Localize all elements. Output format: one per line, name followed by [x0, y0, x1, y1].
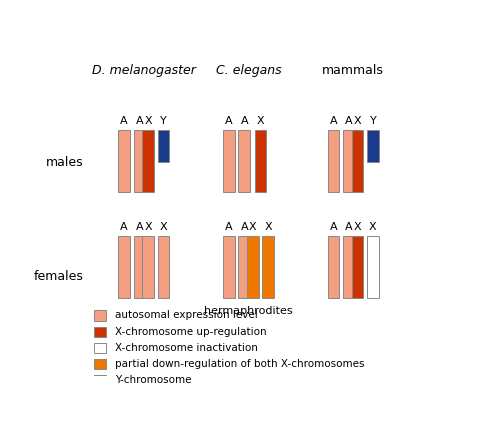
Bar: [343, 236, 354, 298]
Text: A: A: [330, 222, 337, 232]
Text: Y-chromosome: Y-chromosome: [115, 376, 192, 385]
Text: A: A: [120, 222, 128, 232]
Bar: [247, 236, 258, 298]
Text: partial down-regulation of both X-chromosomes: partial down-regulation of both X-chromo…: [115, 359, 364, 369]
Bar: [238, 130, 250, 192]
Bar: [254, 130, 266, 192]
Text: autosomal expression level: autosomal expression level: [115, 311, 258, 320]
Text: X: X: [256, 116, 264, 126]
Text: C. elegans: C. elegans: [216, 64, 282, 77]
Bar: [134, 236, 145, 298]
Text: A: A: [345, 116, 352, 126]
Text: A: A: [240, 116, 248, 126]
Bar: [262, 236, 274, 298]
Text: X-chromosome up-regulation: X-chromosome up-regulation: [115, 327, 266, 337]
Bar: [367, 130, 378, 162]
Text: X: X: [160, 222, 168, 232]
Bar: [158, 130, 170, 162]
Text: Y: Y: [160, 116, 167, 126]
Text: A: A: [345, 222, 352, 232]
Text: A: A: [240, 222, 248, 232]
Text: Y: Y: [370, 116, 376, 126]
Bar: [367, 236, 378, 298]
Bar: [238, 236, 250, 298]
Bar: [158, 236, 170, 298]
Bar: [343, 130, 354, 192]
Text: A: A: [120, 116, 128, 126]
Text: X: X: [249, 222, 256, 232]
Text: A: A: [136, 116, 143, 126]
Bar: [142, 130, 154, 192]
Bar: [94, 375, 106, 386]
Bar: [94, 327, 106, 337]
Bar: [134, 130, 145, 192]
Text: X: X: [354, 222, 361, 232]
Bar: [142, 236, 154, 298]
Text: A: A: [225, 222, 232, 232]
Bar: [223, 130, 234, 192]
Text: X: X: [369, 222, 376, 232]
Text: X-chromosome inactivation: X-chromosome inactivation: [115, 343, 258, 353]
Bar: [223, 236, 234, 298]
Bar: [328, 130, 339, 192]
Text: X: X: [144, 116, 152, 126]
Text: A: A: [330, 116, 337, 126]
Text: females: females: [34, 270, 84, 283]
Text: hermaphrodites: hermaphrodites: [204, 306, 293, 316]
Text: males: males: [46, 156, 84, 169]
Text: A: A: [225, 116, 232, 126]
Bar: [94, 343, 106, 353]
Text: mammals: mammals: [322, 64, 384, 77]
Bar: [352, 236, 363, 298]
Text: X: X: [264, 222, 272, 232]
Text: X: X: [354, 116, 361, 126]
Bar: [328, 236, 339, 298]
Bar: [94, 310, 106, 321]
Bar: [94, 359, 106, 369]
Text: D. melanogaster: D. melanogaster: [92, 64, 196, 77]
Bar: [118, 236, 130, 298]
Text: A: A: [136, 222, 143, 232]
Bar: [352, 130, 363, 192]
Bar: [118, 130, 130, 192]
Text: X: X: [144, 222, 152, 232]
